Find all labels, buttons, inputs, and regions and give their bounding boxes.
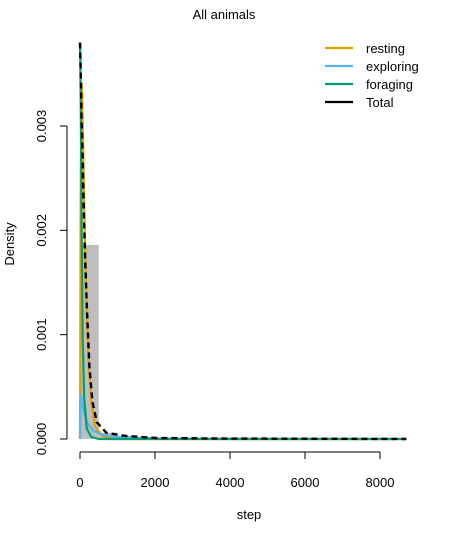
y-tick-label-2: 0.002 <box>34 214 49 247</box>
y-axis-label: Density <box>2 222 17 266</box>
x-tick-label-0: 0 <box>76 475 83 490</box>
y-tick-label-3: 0.003 <box>34 110 49 143</box>
x-tick-label-2: 4000 <box>216 475 245 490</box>
x-tick-label-3: 6000 <box>291 475 320 490</box>
x-tick-label-4: 8000 <box>366 475 395 490</box>
series-line-total <box>78 42 407 441</box>
series-line-exploring <box>78 394 407 441</box>
x-axis-label: step <box>237 507 262 522</box>
y-tick-label-0: 0.000 <box>34 423 49 456</box>
legend-label-foraging: foraging <box>366 77 413 92</box>
legend-label-resting: resting <box>366 41 405 56</box>
series-line-resting <box>78 83 407 441</box>
legend-label-exploring: exploring <box>366 59 419 74</box>
x-tick-label-1: 2000 <box>141 475 170 490</box>
legend-label-total: Total <box>366 95 394 110</box>
series-line-foraging <box>78 42 407 441</box>
chart-title: All animals <box>193 7 256 22</box>
y-tick-label-1: 0.001 <box>34 318 49 351</box>
